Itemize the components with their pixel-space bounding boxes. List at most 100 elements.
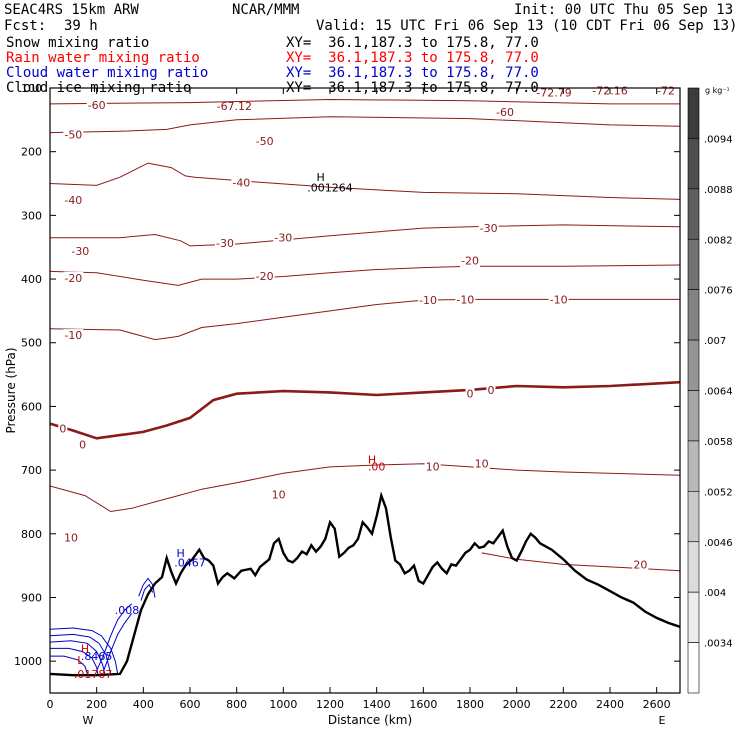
contour-label-background <box>473 457 490 471</box>
colorbar-segment <box>687 138 700 190</box>
isotherm-m60 <box>50 98 680 105</box>
isotherm-m30 <box>50 224 680 247</box>
contour-label-background <box>632 558 649 572</box>
colorbar-unit: g kg⁻¹ <box>705 86 730 95</box>
contour-label-background <box>486 383 496 397</box>
colorbar-label: .0094 <box>704 134 733 145</box>
y-tick-label: 200 <box>21 146 42 159</box>
x-axis-title: Distance (km) <box>328 713 412 727</box>
contour-label: 0 <box>467 388 474 401</box>
contour-label: -20 <box>256 270 274 283</box>
colorbar-segment <box>687 491 700 543</box>
field-cloudwater-name: Cloud water mixing ratio <box>6 65 209 81</box>
contour-label-background <box>424 460 441 474</box>
isotherm-m50 <box>50 116 680 134</box>
isotherm-m40 <box>50 162 680 200</box>
x-tick-label: 600 <box>180 698 201 711</box>
contour-label: 0 <box>59 423 66 436</box>
x-end-label-east: E <box>659 714 666 727</box>
field-snow-xy: XY= 36.1,187.3 to 175.8, 77.0 <box>286 35 539 51</box>
contour-label: 0 <box>488 384 495 397</box>
extremum-label: -67.12 <box>217 100 252 113</box>
colorbar-label: .0052 <box>704 487 733 498</box>
contour-label: 10 <box>475 458 489 471</box>
contour-label-background <box>478 222 499 236</box>
x-tick-label: 2600 <box>643 698 671 711</box>
cloud-water-contour <box>138 577 156 598</box>
field-cloudice-xy: XY= 36.1,187.3 to 175.8, 77.0 <box>286 80 539 96</box>
contour-label: -60 <box>88 99 106 112</box>
x-tick-label: 200 <box>86 698 107 711</box>
extremum-label: .008 <box>115 604 140 617</box>
contour-label-background <box>78 438 88 452</box>
cloud-water-contour <box>50 640 106 675</box>
x-tick-label: 0 <box>47 698 54 711</box>
x-tick-label: 2000 <box>503 698 531 711</box>
extremum-label: .00 <box>368 460 386 473</box>
contour-label: -50 <box>64 128 82 141</box>
field-rain-name: Rain water mixing ratio <box>6 50 200 66</box>
field-cloudice-name: Cloud ice mixing ratio <box>6 80 192 96</box>
x-tick-label: 800 <box>226 698 247 711</box>
contour-label: -10 <box>456 293 474 306</box>
contour-label-background <box>58 422 68 436</box>
x-tick-label: 1000 <box>269 698 297 711</box>
plot-frame <box>49 87 681 694</box>
contour-label: -10 <box>550 293 568 306</box>
extremum-label: H <box>317 171 325 184</box>
colorbar-segment <box>687 339 700 391</box>
contour-label-background <box>548 293 569 307</box>
field-snow-name: Snow mixing ratio <box>6 35 150 51</box>
contour-label: -30 <box>480 222 498 235</box>
contour-label-background <box>254 269 275 283</box>
contour-label: 10 <box>272 488 286 501</box>
contour-label: -40 <box>232 176 250 189</box>
contour-label-background <box>63 271 84 285</box>
x-tick-label: 1600 <box>409 698 437 711</box>
contour-label-background <box>86 99 107 113</box>
extremum-label: .8465 <box>81 650 113 663</box>
y-tick-label: 400 <box>21 273 42 286</box>
y-tick-label: 600 <box>21 400 42 413</box>
colorbar-segment <box>687 591 700 643</box>
contour-label: -10 <box>419 294 437 307</box>
contour-label-background <box>231 176 252 190</box>
x-tick-label: 2400 <box>596 698 624 711</box>
colorbar-segment <box>687 87 700 139</box>
isotherm-10 <box>50 463 680 513</box>
contour-label-background <box>63 531 79 545</box>
y-tick-label: 300 <box>21 209 42 222</box>
valid-time: Valid: 15 UTC Fri 06 Sep 13 (10 CDT Fri … <box>316 18 738 34</box>
contour-label-background <box>455 293 476 307</box>
extremum-label: -72 <box>657 85 675 98</box>
extremum-label: H <box>368 453 376 466</box>
model-name: SEAC4RS 15km ARW <box>4 2 139 18</box>
cloud-water-contour <box>50 627 119 674</box>
contour-label: -20 <box>64 272 82 285</box>
colorbar-label: .004 <box>704 588 726 599</box>
colorbar-segment <box>687 238 700 290</box>
cloud-water-contour <box>96 603 133 671</box>
colorbar-label: .0064 <box>704 387 733 398</box>
field-rain-xy: XY= 36.1,187.3 to 175.8, 77.0 <box>286 50 539 66</box>
contour-label: 10 <box>64 532 78 545</box>
init-time: Init: 00 UTC Thu 05 Sep 13 <box>514 2 734 18</box>
contour-label-background <box>495 106 515 120</box>
contour-label: -40 <box>64 194 82 207</box>
colorbar-segment <box>687 188 700 240</box>
x-end-label-west: W <box>83 714 94 727</box>
extremum-label: .001264 <box>307 181 353 194</box>
contour-label: 10 <box>426 460 440 473</box>
terrain-line <box>50 491 680 677</box>
contour-label-background <box>270 488 287 502</box>
x-tick-label: 1400 <box>363 698 391 711</box>
contour-label-background <box>460 254 480 268</box>
extremum-label: H <box>177 547 185 560</box>
cloud-water-contour <box>103 613 133 671</box>
contour-label-background <box>254 134 275 148</box>
contour-label-background <box>63 329 84 343</box>
colorbar-label: .0088 <box>704 185 733 196</box>
contour-label: 0 <box>79 439 86 452</box>
contour-label-background <box>215 236 235 250</box>
contour-label: -30 <box>71 245 89 258</box>
